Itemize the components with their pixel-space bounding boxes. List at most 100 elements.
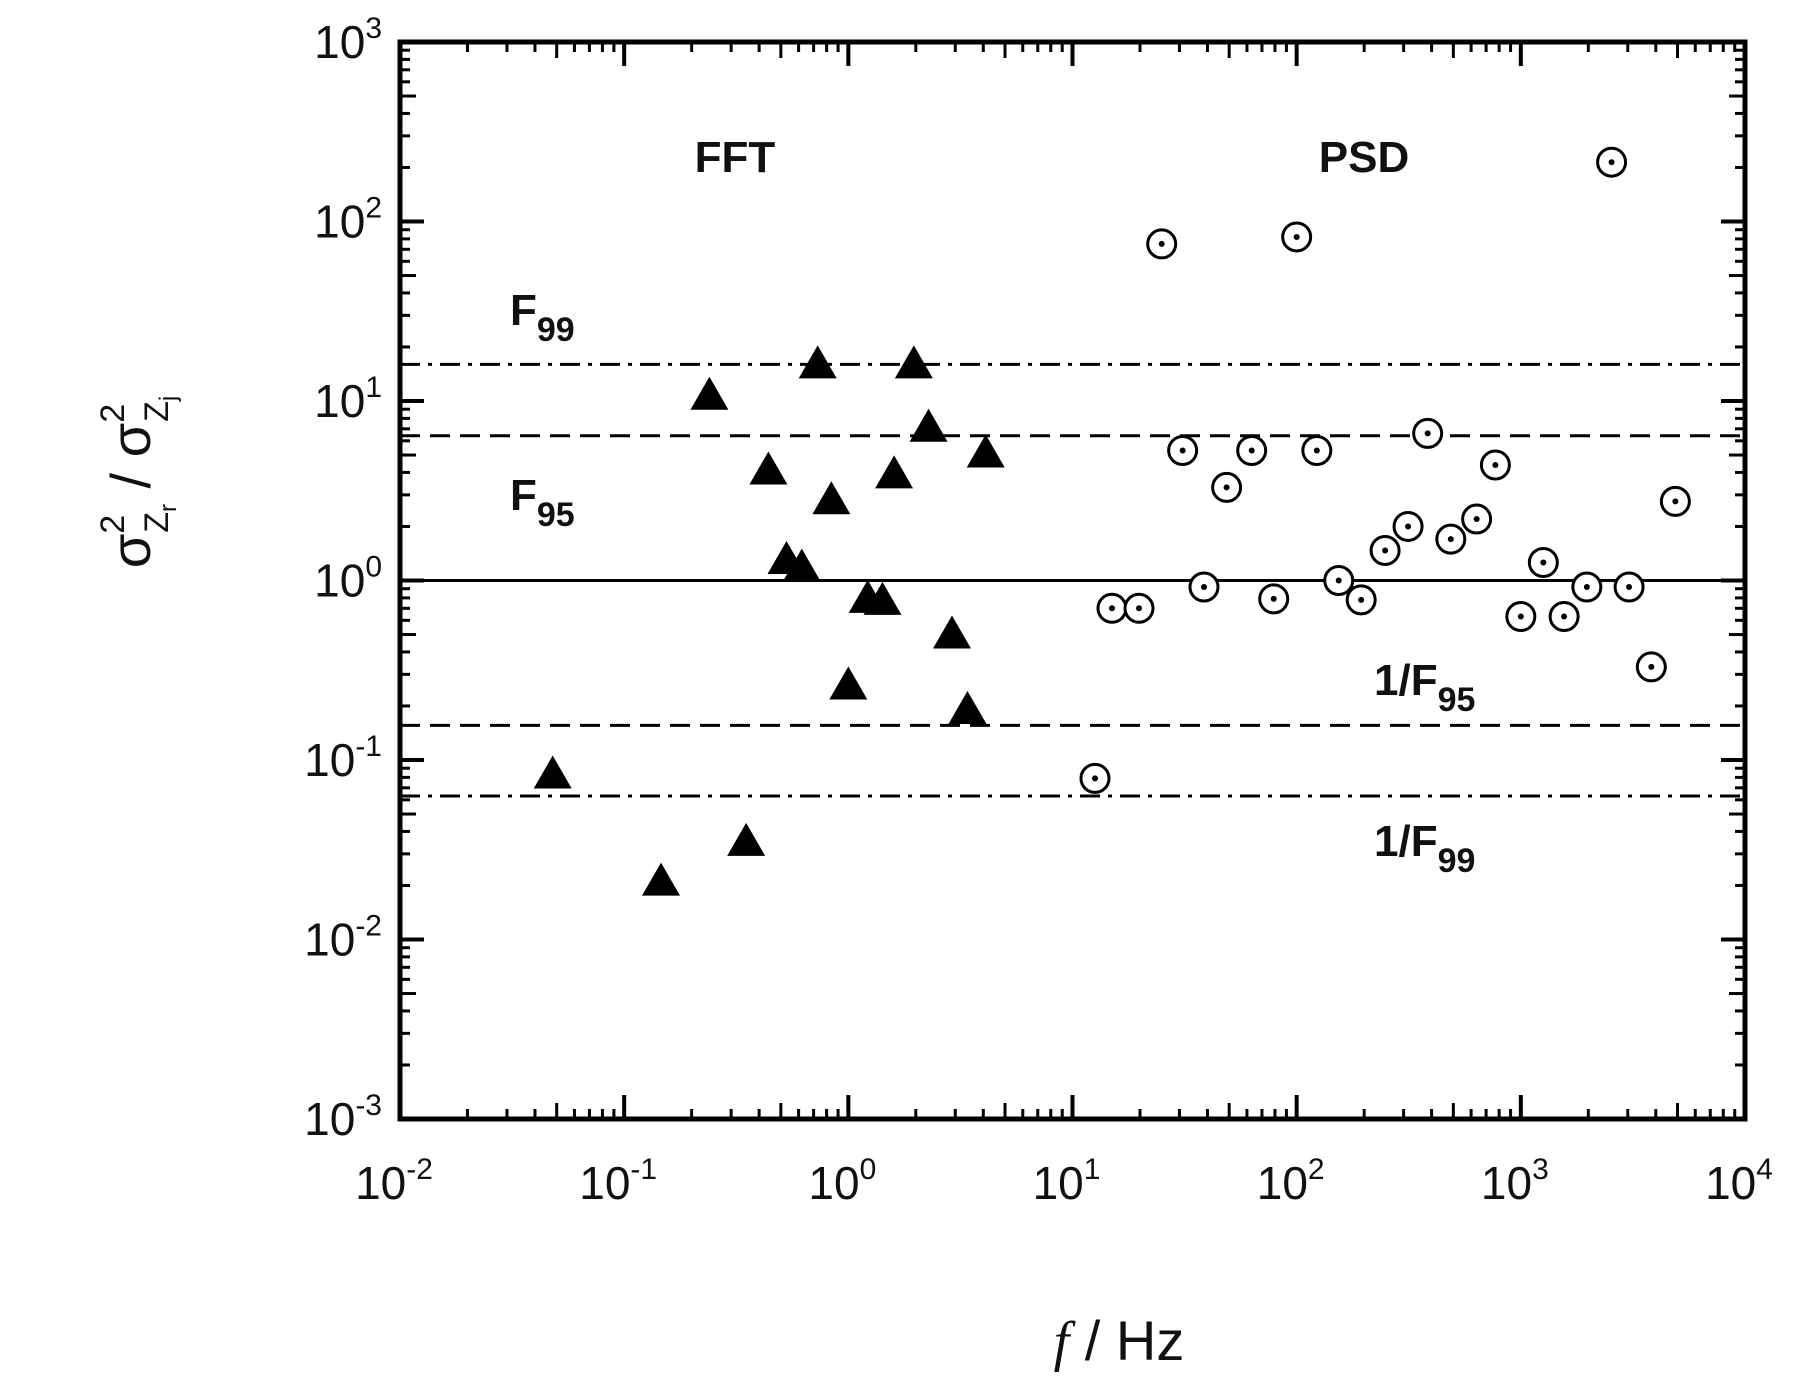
- triangle-marker: [727, 822, 766, 856]
- circle-dot: [1313, 447, 1320, 454]
- annotation-text: F: [510, 286, 537, 335]
- y-tick-label: 101: [314, 371, 382, 427]
- circle-dot: [1223, 484, 1230, 491]
- circle-marker: [1412, 417, 1444, 449]
- y-tick-base: 10: [304, 1093, 355, 1145]
- x-tick-exponent: 1: [1084, 1153, 1101, 1186]
- circle-marker: [1613, 571, 1645, 603]
- circle-marker: [1096, 592, 1128, 624]
- circle-marker: [1258, 583, 1290, 615]
- circle-dot: [1672, 498, 1679, 505]
- circle-marker: [1323, 565, 1355, 596]
- x-tick-base: 10: [1481, 1157, 1532, 1209]
- circle-marker: [1461, 503, 1493, 535]
- x-tick-label: 103: [1481, 1153, 1549, 1209]
- circle-dot: [1517, 613, 1524, 620]
- x-tick-base: 10: [579, 1157, 630, 1209]
- circle-dot: [1270, 595, 1277, 602]
- y-tick-label: 100: [314, 551, 382, 607]
- circle-marker: [1236, 434, 1268, 466]
- y-axis-label-part: r: [155, 504, 182, 512]
- y-tick-base: 10: [314, 16, 365, 68]
- x-tick-base: 10: [808, 1157, 859, 1209]
- circle-dot: [1200, 584, 1207, 591]
- circle-dot: [1447, 536, 1454, 543]
- circle-dot: [1540, 559, 1547, 566]
- x-tick-label: 104: [1705, 1153, 1773, 1209]
- circle-marker: [1167, 434, 1199, 466]
- y-tick-exponent: 1: [365, 371, 382, 404]
- y-tick-exponent: 2: [365, 192, 382, 225]
- y-tick-base: 10: [304, 914, 355, 966]
- plot-frame: [397, 39, 1748, 1122]
- annotation: PSD: [1319, 133, 1409, 182]
- annotation-text: 1/F: [1374, 817, 1438, 866]
- circle-marker: [1146, 228, 1178, 260]
- circle-marker: [1571, 571, 1603, 603]
- y-axis-label-part: σ: [99, 423, 162, 458]
- circle-dot: [1358, 596, 1365, 603]
- x-tick-base: 10: [1257, 1157, 1308, 1209]
- circle-dot: [1293, 233, 1300, 240]
- x-tick-base: 10: [1033, 1157, 1084, 1209]
- x-tick-base: 10: [355, 1157, 406, 1209]
- circle-dot: [1179, 447, 1186, 454]
- annotation-text: FFT: [695, 133, 776, 182]
- circle-marker: [1435, 523, 1467, 555]
- annotation-subscript: 99: [537, 311, 575, 349]
- circle-dot: [1091, 775, 1098, 782]
- circle-dot: [1335, 577, 1342, 584]
- circle-marker: [1479, 449, 1511, 481]
- triangle-marker: [948, 690, 987, 724]
- circle-dot: [1158, 240, 1165, 247]
- circle-dot: [1608, 159, 1615, 166]
- y-tick-exponent: 3: [365, 12, 382, 45]
- y-tick-base: 10: [314, 196, 365, 248]
- x-tick-label: 100: [808, 1153, 876, 1209]
- x-tick-base: 10: [1705, 1157, 1756, 1209]
- x-tick-label: 10-1: [579, 1153, 657, 1209]
- y-tick-base: 10: [304, 734, 355, 786]
- annotation: F95: [510, 471, 575, 534]
- annotation-text: 1/F: [1374, 656, 1438, 705]
- circle-dot: [1626, 584, 1633, 591]
- y-axis-label-part: j: [155, 396, 182, 402]
- circle-dot: [1583, 584, 1590, 591]
- y-tick-exponent: -3: [355, 1089, 382, 1122]
- circle-marker: [1392, 510, 1424, 542]
- annotation-subscript: 99: [1438, 842, 1476, 880]
- triangle-marker: [894, 345, 933, 379]
- circle-marker: [1596, 146, 1628, 178]
- triangle-marker: [782, 548, 821, 582]
- circle-marker: [1635, 651, 1667, 683]
- circle-dot: [1405, 523, 1412, 530]
- y-tick-base: 10: [314, 555, 365, 607]
- circle-dot: [1492, 462, 1499, 469]
- circle-marker: [1505, 601, 1537, 633]
- triangle-marker: [909, 408, 948, 442]
- circle-dot: [1473, 516, 1480, 523]
- x-tick-exponent: -2: [406, 1153, 433, 1186]
- circle-dot: [1108, 605, 1115, 612]
- x-tick-exponent: 0: [860, 1153, 877, 1186]
- y-axis-label-part: 2: [94, 404, 132, 423]
- annotation: FFT: [695, 133, 776, 182]
- circle-dot: [1648, 663, 1655, 670]
- triangle-marker: [829, 666, 868, 700]
- circle-marker: [1079, 762, 1111, 794]
- annotation: F99: [510, 286, 575, 349]
- triangle-marker: [932, 615, 971, 649]
- triangle-marker: [690, 376, 729, 410]
- x-tick-exponent: 4: [1756, 1153, 1773, 1186]
- circle-dot: [1424, 430, 1431, 437]
- circle-marker: [1659, 485, 1691, 517]
- x-axis-label: f / Hz: [1054, 1309, 1185, 1373]
- triangle-marker: [798, 345, 837, 379]
- y-axis-label: σ2 Zr / σ2 Zj: [94, 396, 182, 569]
- circle-dot: [1561, 613, 1568, 620]
- y-axis-label-part: Z: [138, 512, 176, 533]
- circle-dot: [1136, 605, 1143, 612]
- circle-marker: [1123, 592, 1155, 624]
- circle-dot: [1382, 547, 1389, 554]
